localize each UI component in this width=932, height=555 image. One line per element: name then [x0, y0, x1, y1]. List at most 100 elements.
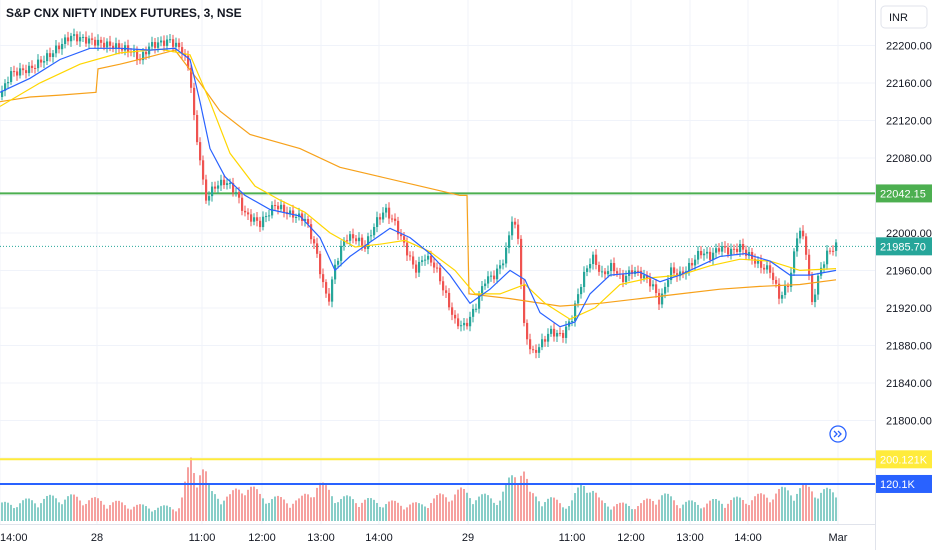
candle-body	[337, 260, 340, 265]
volume-bar	[322, 482, 324, 521]
candle-body	[508, 235, 511, 248]
volume-bar	[397, 502, 399, 521]
candle-body	[778, 283, 781, 299]
candle-body	[454, 314, 457, 319]
candle-body	[760, 260, 763, 268]
volume-bar	[94, 497, 96, 521]
candle-body	[151, 42, 154, 47]
volume-bar	[40, 503, 42, 521]
time-axis[interactable]: 14:00 28 11:00 12:00 13:00 14:00 29 11:00 12:00 1…	[0, 532, 848, 544]
candle-body	[346, 240, 349, 242]
currency-badge[interactable]: INR	[880, 5, 928, 29]
volume-bar	[208, 484, 210, 521]
candle-body	[571, 320, 574, 322]
volume-bar	[778, 488, 780, 521]
candle-body	[439, 267, 442, 282]
x-tick-label: 12:00	[248, 532, 276, 544]
candle-body	[625, 275, 628, 283]
goto-realtime-icon[interactable]	[829, 425, 847, 443]
candle-body	[700, 250, 703, 256]
candle-body	[88, 38, 91, 44]
volume-bar	[361, 502, 363, 521]
candle-body	[229, 183, 232, 185]
volume-bar	[391, 500, 393, 521]
volume-bar	[622, 502, 624, 521]
volume-bar	[325, 485, 327, 521]
x-tick-label: 13:00	[307, 532, 335, 544]
volume-bar	[607, 506, 609, 521]
candle-body	[391, 218, 394, 220]
volume-bar	[313, 497, 315, 521]
volume-bar	[580, 484, 582, 521]
candle-body	[343, 240, 346, 246]
candle-body	[334, 264, 337, 280]
candle-body	[703, 253, 706, 256]
volume-bar	[775, 493, 777, 521]
volume-bar	[553, 497, 555, 521]
candle-body	[415, 264, 418, 273]
x-tick-label: 12:00	[617, 532, 645, 544]
volume-bar	[715, 499, 717, 521]
candle-body	[643, 275, 646, 279]
candle-body	[457, 318, 460, 327]
candle-body	[166, 39, 169, 46]
candle-body	[583, 271, 586, 287]
indicator-lines	[0, 47, 837, 328]
candle-body	[241, 197, 244, 211]
volume-bar	[697, 504, 699, 521]
candle-body	[658, 293, 661, 305]
x-tick-label: 14:00	[0, 532, 28, 544]
current-price-tag-label: 21985.70	[880, 241, 926, 253]
volume-bar	[370, 498, 372, 521]
candle-body	[400, 234, 403, 237]
candle-body	[37, 59, 40, 69]
volume-bar	[514, 477, 516, 521]
volume-bar	[190, 457, 192, 521]
volume-bar	[496, 505, 498, 521]
volume-bar	[379, 506, 381, 521]
candle-body	[784, 285, 787, 296]
volume-bar	[424, 506, 426, 521]
volume-bar	[274, 496, 276, 521]
volume-bar	[43, 498, 45, 521]
volume-bar	[280, 497, 282, 521]
volume-bar	[193, 473, 195, 521]
volume-bar	[352, 499, 354, 521]
volume-bar	[205, 471, 207, 521]
volume-bar	[673, 500, 675, 521]
candle-body	[676, 273, 679, 277]
candle-body	[295, 217, 298, 219]
volume-bar	[637, 506, 639, 521]
volume-bar	[640, 503, 642, 521]
candle-body	[235, 192, 238, 194]
candle-body	[10, 71, 13, 82]
candle-body	[577, 294, 580, 304]
candle-body	[640, 270, 643, 279]
volume-bar	[784, 487, 786, 521]
candle-body	[55, 45, 58, 54]
y-tick-label: 22200.00	[886, 40, 932, 52]
volume-bar	[76, 496, 78, 521]
volume-bar	[70, 494, 72, 521]
volume-bar	[700, 508, 702, 521]
candle-body	[472, 308, 475, 317]
volume-bar	[145, 506, 147, 521]
volume-bar	[634, 509, 636, 521]
volume-bar	[574, 493, 576, 521]
candle-body	[289, 210, 292, 215]
candle-body	[586, 268, 589, 272]
volume-bar	[376, 502, 378, 521]
candle-body	[61, 44, 64, 50]
volume-bar	[196, 487, 198, 521]
volume-bar	[316, 487, 318, 521]
volume-bar	[544, 502, 546, 521]
volume-bar	[832, 492, 834, 521]
candle-body	[175, 42, 178, 47]
volume-bar	[364, 499, 366, 521]
candle-body	[73, 34, 76, 36]
volume-bar	[712, 498, 714, 521]
candle-body	[742, 243, 745, 250]
volume-bar	[421, 504, 423, 521]
